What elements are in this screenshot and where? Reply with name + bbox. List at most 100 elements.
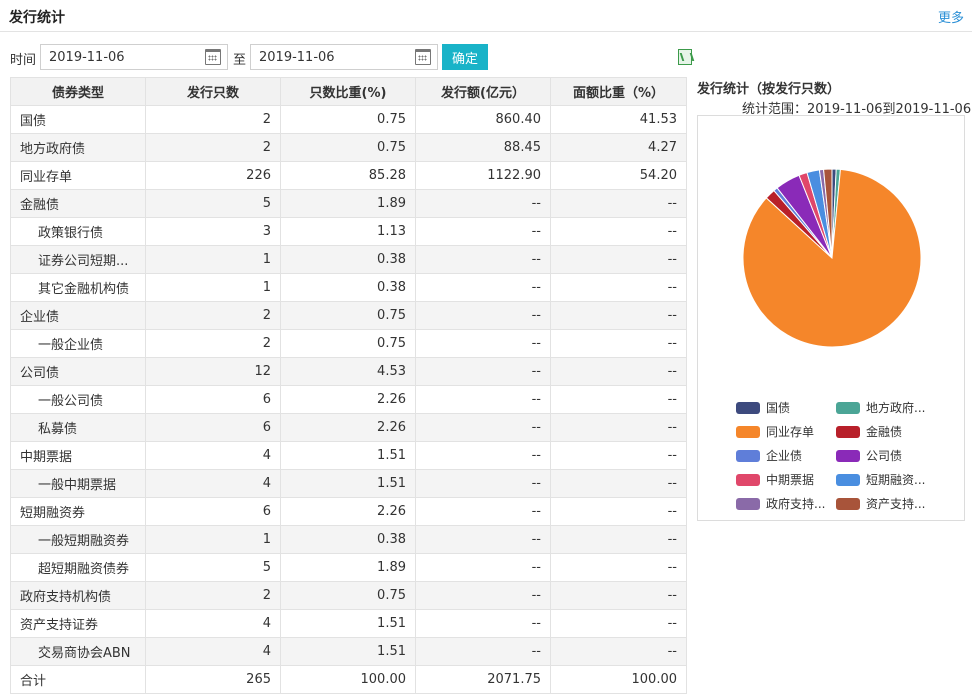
cell-count-pct: 1.51 xyxy=(280,609,416,638)
legend-item[interactable]: 政府支持... xyxy=(736,495,825,511)
cell-count-pct: 1.51 xyxy=(280,441,416,470)
end-date-input[interactable] xyxy=(251,45,401,69)
legend-swatch xyxy=(836,473,860,486)
table-row: 一般短期融资券 1 0.38 -- -- xyxy=(10,525,687,554)
table-row: 金融债 5 1.89 -- -- xyxy=(10,189,687,218)
legend-swatch xyxy=(836,449,860,462)
calendar-icon[interactable] xyxy=(205,49,221,65)
cell-name: 金融债 xyxy=(10,189,146,218)
legend-swatch xyxy=(736,401,760,414)
pie-slice[interactable] xyxy=(823,168,833,259)
legend-swatch xyxy=(736,497,760,510)
column-header[interactable]: 债券类型 xyxy=(10,77,146,106)
table-row: 同业存单 226 85.28 1122.90 54.20 xyxy=(10,161,687,190)
cell-amount-pct: -- xyxy=(550,273,687,302)
legend-item[interactable]: 短期融资... xyxy=(836,471,925,487)
cell-count-pct: 2.26 xyxy=(280,497,416,526)
legend-label: 短期融资... xyxy=(866,473,926,487)
excel-export-icon[interactable] xyxy=(678,49,692,65)
legend-item[interactable]: 国债 xyxy=(736,399,790,415)
legend-label: 资产支持... xyxy=(866,497,926,511)
cell-count: 2 xyxy=(145,301,281,330)
table-row: 一般公司债 6 2.26 -- -- xyxy=(10,385,687,414)
cell-count-pct: 0.38 xyxy=(280,245,416,274)
cell-amount: -- xyxy=(415,217,551,246)
cell-count: 12 xyxy=(145,357,281,386)
column-header[interactable]: 只数比重(%) xyxy=(280,77,416,106)
pie-slice[interactable] xyxy=(742,168,922,348)
table-row: 中期票据 4 1.51 -- -- xyxy=(10,441,687,470)
cell-amount: 1122.90 xyxy=(415,161,551,190)
legend-label: 公司债 xyxy=(866,449,903,463)
cell-amount-pct: 54.20 xyxy=(550,161,687,190)
cell-name: 国债 xyxy=(10,105,146,134)
table-row: 私募债 6 2.26 -- -- xyxy=(10,413,687,442)
table-header-row: 债券类型 发行只数 只数比重(%) 发行额(亿元） 面额比重（%） xyxy=(10,77,687,106)
legend-item[interactable]: 中期票据 xyxy=(736,471,814,487)
cell-count-pct: 0.75 xyxy=(280,133,416,162)
cell-amount-pct: -- xyxy=(550,245,687,274)
column-header[interactable]: 发行只数 xyxy=(145,77,281,106)
cell-amount-pct: 100.00 xyxy=(550,665,687,694)
cell-amount-pct: -- xyxy=(550,329,687,358)
cell-amount: -- xyxy=(415,189,551,218)
cell-name: 政府支持机构债 xyxy=(10,581,146,610)
cell-amount: -- xyxy=(415,385,551,414)
legend-item[interactable]: 公司债 xyxy=(836,447,902,463)
issuance-table: 债券类型 发行只数 只数比重(%) 发行额(亿元） 面额比重（%） 国债 2 0.75 860… xyxy=(10,77,687,694)
table-row: 短期融资券 6 2.26 -- -- xyxy=(10,497,687,526)
cell-count: 2 xyxy=(145,329,281,358)
cell-count: 4 xyxy=(145,609,281,638)
cell-amount-pct: -- xyxy=(550,525,687,554)
calendar-icon[interactable] xyxy=(415,49,431,65)
cell-count: 1 xyxy=(145,525,281,554)
cell-count: 6 xyxy=(145,497,281,526)
legend-swatch xyxy=(736,473,760,486)
table-row: 超短期融资债券 5 1.89 -- -- xyxy=(10,553,687,582)
cell-amount-pct: -- xyxy=(550,637,687,666)
cell-count: 1 xyxy=(145,273,281,302)
cell-amount-pct: -- xyxy=(550,357,687,386)
cell-count-pct: 1.89 xyxy=(280,553,416,582)
cell-name: 资产支持证券 xyxy=(10,609,146,638)
legend-label: 同业存单 xyxy=(766,425,815,439)
cell-amount-pct: -- xyxy=(550,217,687,246)
cell-amount-pct: 41.53 xyxy=(550,105,687,134)
table-row: 证券公司短期... 1 0.38 -- -- xyxy=(10,245,687,274)
legend-label: 金融债 xyxy=(866,425,903,439)
time-label: 时间 xyxy=(10,53,37,68)
cell-amount-pct: -- xyxy=(550,441,687,470)
cell-count: 3 xyxy=(145,217,281,246)
cell-name: 合计 xyxy=(10,665,146,694)
cell-count: 6 xyxy=(145,413,281,442)
legend-label: 国债 xyxy=(766,401,791,415)
cell-count-pct: 0.38 xyxy=(280,273,416,302)
cell-amount: -- xyxy=(415,301,551,330)
legend-item[interactable]: 地方政府... xyxy=(836,399,925,415)
cell-amount-pct: -- xyxy=(550,413,687,442)
column-header[interactable]: 发行额(亿元） xyxy=(415,77,551,106)
column-header[interactable]: 面额比重（%） xyxy=(550,77,687,106)
legend-swatch xyxy=(836,401,860,414)
cell-amount-pct: -- xyxy=(550,469,687,498)
legend-item[interactable]: 资产支持... xyxy=(836,495,925,511)
cell-amount: 88.45 xyxy=(415,133,551,162)
cell-amount: -- xyxy=(415,497,551,526)
confirm-button[interactable]: 确定 xyxy=(442,44,488,70)
more-link[interactable]: 更多 xyxy=(937,11,964,26)
cell-name: 其它金融机构债 xyxy=(10,273,146,302)
start-date-input[interactable] xyxy=(41,45,191,69)
cell-name: 一般中期票据 xyxy=(10,469,146,498)
legend-item[interactable]: 企业债 xyxy=(736,447,802,463)
legend-item[interactable]: 同业存单 xyxy=(736,423,814,439)
legend-swatch xyxy=(736,425,760,438)
pie-chart-panel: 国债 地方政府... 同业存单 金融债企业债 公司债中期票据 短期融资... 政府支持...… xyxy=(697,115,965,521)
legend-item[interactable]: 金融债 xyxy=(836,423,902,439)
cell-amount-pct: -- xyxy=(550,497,687,526)
cell-count: 2 xyxy=(145,581,281,610)
cell-amount: -- xyxy=(415,441,551,470)
cell-amount-pct: -- xyxy=(550,301,687,330)
cell-count: 4 xyxy=(145,637,281,666)
cell-amount: -- xyxy=(415,273,551,302)
cell-amount: -- xyxy=(415,413,551,442)
